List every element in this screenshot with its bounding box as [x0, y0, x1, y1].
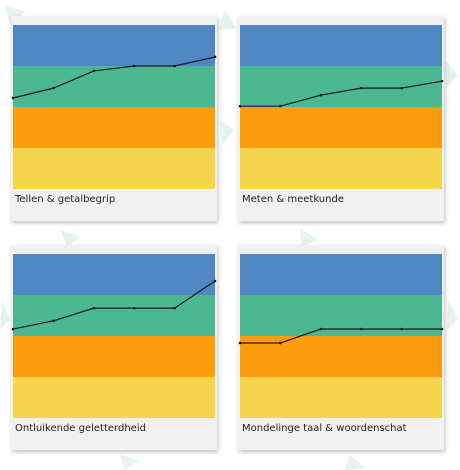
point	[238, 104, 242, 108]
point	[213, 279, 217, 283]
band	[240, 295, 442, 336]
point	[440, 327, 444, 331]
point	[440, 79, 444, 83]
trend-line	[240, 328, 442, 344]
point	[238, 341, 242, 345]
chart-title: Ontluikende geletterdheid	[15, 423, 146, 434]
point	[359, 86, 363, 90]
trend-line	[12, 280, 216, 330]
band	[13, 107, 215, 148]
point	[279, 341, 282, 345]
point	[319, 93, 323, 97]
band	[13, 25, 215, 66]
point	[173, 306, 176, 310]
point	[92, 306, 96, 310]
chart-title: Tellen & getalbegrip	[14, 194, 115, 205]
point	[132, 64, 136, 68]
band	[13, 295, 215, 336]
point	[213, 55, 217, 59]
chart-card: Mondelinge taal & woordenschat	[238, 245, 444, 450]
point	[400, 327, 403, 331]
background-decoration	[0, 5, 458, 470]
band	[13, 377, 215, 418]
band	[240, 377, 442, 418]
point	[52, 86, 55, 90]
chart-card: Ontluikende geletterdheid	[11, 245, 217, 450]
band	[240, 148, 442, 189]
chart-card: Tellen & getalbegrip	[11, 16, 217, 221]
band	[240, 25, 442, 66]
point	[52, 319, 55, 323]
point	[173, 64, 176, 68]
band	[240, 107, 442, 148]
point	[359, 327, 363, 331]
point	[11, 327, 15, 331]
band	[13, 336, 215, 377]
point	[319, 327, 323, 331]
band	[13, 148, 215, 189]
trend-line	[240, 80, 443, 107]
chart-card: Meten & meetkunde	[238, 16, 444, 221]
band	[13, 66, 215, 107]
chart-title: Mondelinge taal & woordenschat	[242, 423, 407, 434]
point	[92, 69, 96, 73]
trend-line	[12, 56, 216, 99]
point	[132, 306, 136, 310]
chart-title: Meten & meetkunde	[242, 194, 344, 205]
point	[400, 86, 403, 90]
band	[240, 336, 442, 377]
point	[279, 104, 282, 108]
point	[11, 96, 15, 100]
band	[240, 254, 442, 295]
band	[13, 254, 215, 295]
